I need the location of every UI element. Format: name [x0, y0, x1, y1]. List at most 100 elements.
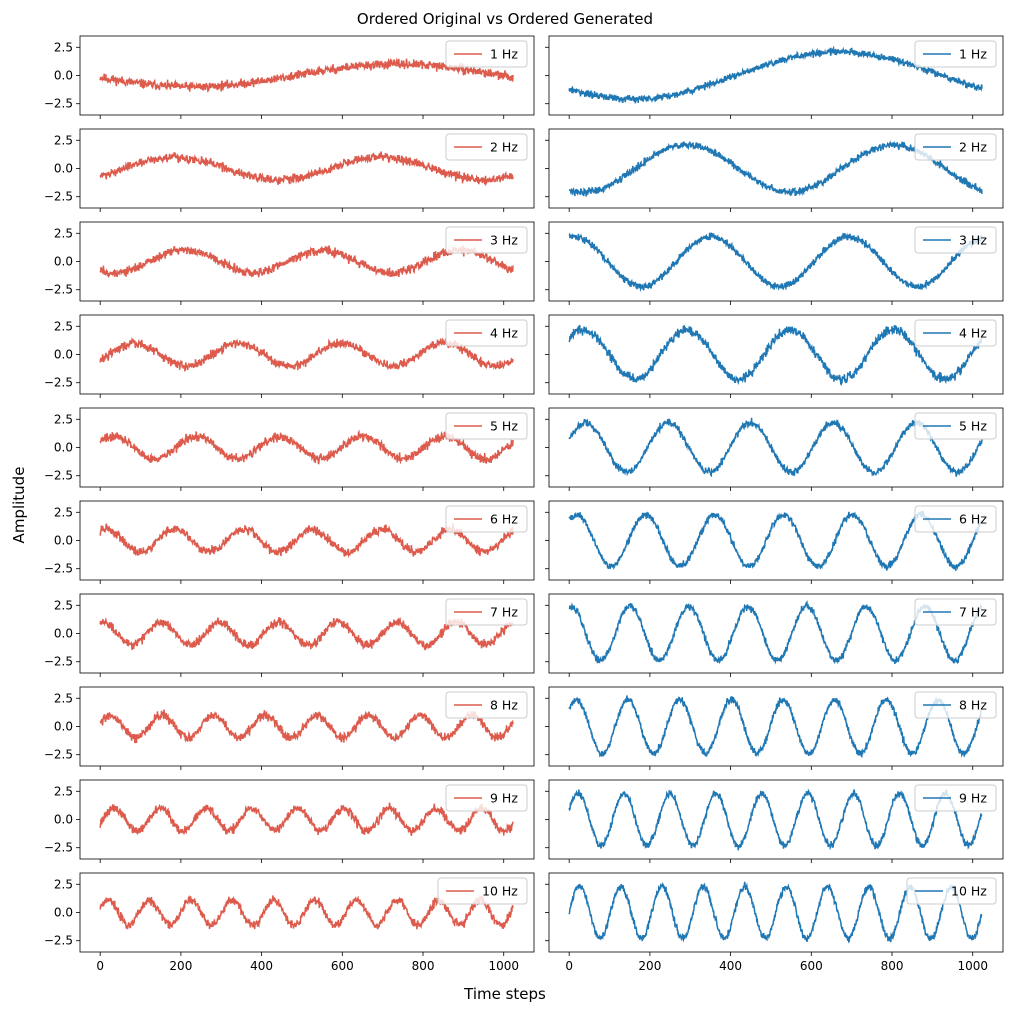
subplot-generated-1: 1 Hz — [545, 35, 1004, 119]
subplot-generated-9: 9 Hz — [545, 779, 1004, 863]
y-tick-label: −2.5 — [44, 97, 73, 111]
x-tick-label: 200 — [638, 959, 661, 973]
legend: 1 Hz — [914, 40, 997, 68]
series-line-generated-6 — [568, 510, 983, 571]
subplot-generated-3: 3 Hz — [545, 221, 1004, 305]
legend: 7 Hz — [445, 598, 528, 626]
series-line-generated-9 — [568, 788, 983, 851]
y-tick-label: 0.0 — [54, 906, 73, 920]
subplot-original-1: 2.5 0.0 −2.5 1 Hz — [44, 35, 535, 119]
legend: 4 Hz — [914, 319, 997, 347]
x-tick-label: 600 — [800, 959, 823, 973]
subplot-original-5: 2.5 0.0 −2.5 5 Hz — [44, 407, 535, 491]
legend-label: 10 Hz — [482, 884, 518, 899]
legend: 10 Hz — [437, 877, 528, 905]
subplot-original-9: 2.5 0.0 −2.5 9 Hz — [44, 779, 535, 863]
series-line-original-9 — [99, 802, 514, 837]
legend: 6 Hz — [445, 505, 528, 533]
y-tick-label: −2.5 — [44, 934, 73, 948]
subplot-generated-4: 4 Hz — [545, 314, 1004, 398]
legend-label: 9 Hz — [959, 791, 987, 806]
y-tick-label: 2.5 — [54, 691, 73, 705]
legend-label: 3 Hz — [490, 233, 518, 248]
y-tick-label: 0.0 — [54, 162, 73, 176]
legend-label: 4 Hz — [490, 326, 518, 341]
legend-label: 4 Hz — [959, 326, 987, 341]
y-tick-label: 2.5 — [54, 40, 73, 54]
y-tick-label: −2.5 — [44, 469, 73, 483]
y-axis-label: Amplitude — [10, 467, 28, 544]
y-tick-label: 0.0 — [54, 441, 73, 455]
subplot-original-8: 2.5 0.0 −2.5 8 Hz — [44, 686, 535, 770]
subplot-generated-10: 0 200 400 600 800 1000 10 Hz — [545, 872, 1004, 973]
series-line-original-6 — [99, 522, 514, 559]
legend: 7 Hz — [914, 598, 997, 626]
series-line-original-1 — [99, 57, 514, 93]
x-tick-label: 200 — [169, 959, 192, 973]
series-line-generated-8 — [568, 695, 983, 759]
y-tick-label: 0.0 — [54, 69, 73, 83]
y-tick-label: −2.5 — [44, 283, 73, 297]
y-tick-label: 0.0 — [54, 255, 73, 269]
x-tick-label: 800 — [881, 959, 904, 973]
x-tick-label: 1000 — [957, 959, 988, 973]
legend-label: 5 Hz — [490, 419, 518, 434]
legend: 5 Hz — [445, 412, 528, 440]
legend-label: 2 Hz — [490, 140, 518, 155]
subplot-generated-6: 6 Hz — [545, 500, 1004, 584]
x-axis-label: Time steps — [463, 985, 546, 1003]
x-tick-label: 600 — [331, 959, 354, 973]
legend: 9 Hz — [445, 784, 528, 812]
subplot-generated-2: 2 Hz — [545, 128, 1004, 212]
y-tick-label: 0.0 — [54, 813, 73, 827]
legend-label: 10 Hz — [951, 884, 987, 899]
legend: 9 Hz — [914, 784, 997, 812]
series-line-original-4 — [99, 337, 514, 372]
series-line-original-3 — [99, 244, 514, 279]
y-tick-label: 2.5 — [54, 226, 73, 240]
legend-label: 9 Hz — [490, 791, 518, 806]
x-tick-label: 400 — [719, 959, 742, 973]
series-line-generated-3 — [568, 232, 983, 292]
y-tick-label: 0.0 — [54, 720, 73, 734]
y-tick-label: 2.5 — [54, 412, 73, 426]
legend-label: 6 Hz — [959, 512, 987, 527]
y-tick-label: −2.5 — [44, 562, 73, 576]
series-line-generated-7 — [568, 600, 983, 665]
x-tick-label: 0 — [565, 959, 573, 973]
series-line-original-2 — [99, 151, 514, 187]
y-tick-label: −2.5 — [44, 655, 73, 669]
subplot-original-7: 2.5 0.0 −2.5 7 Hz — [44, 593, 535, 677]
legend: 3 Hz — [914, 226, 997, 254]
y-tick-label: 2.5 — [54, 505, 73, 519]
series-line-original-5 — [99, 429, 514, 465]
y-tick-label: 0.0 — [54, 348, 73, 362]
y-tick-label: −2.5 — [44, 190, 73, 204]
legend: 1 Hz — [445, 40, 528, 68]
series-line-generated-5 — [568, 417, 983, 478]
subplot-original-10: 2.5 0.0 −2.5 0 200 400 600 800 1000 10 Hz — [44, 872, 535, 973]
y-tick-label: −2.5 — [44, 841, 73, 855]
legend-label: 6 Hz — [490, 512, 518, 527]
legend-label: 7 Hz — [490, 605, 518, 620]
legend: 8 Hz — [914, 691, 997, 719]
y-tick-label: 2.5 — [54, 784, 73, 798]
legend-label: 8 Hz — [959, 698, 987, 713]
y-tick-label: 0.0 — [54, 534, 73, 548]
y-tick-label: 2.5 — [54, 598, 73, 612]
subplot-grid: 2.5 0.0 −2.5 1 Hz 2.5 0.0 −2.5 2 Hz 2.5 0.0 −2.5 3 … — [44, 35, 1004, 973]
y-tick-label: 2.5 — [54, 133, 73, 147]
subplot-generated-8: 8 Hz — [545, 686, 1004, 770]
x-tick-label: 0 — [96, 959, 104, 973]
legend: 2 Hz — [914, 133, 997, 161]
legend: 3 Hz — [445, 226, 528, 254]
series-line-generated-2 — [568, 140, 983, 197]
legend: 10 Hz — [906, 877, 997, 905]
x-tick-label: 1000 — [488, 959, 519, 973]
series-line-generated-1 — [568, 45, 983, 105]
legend-label: 1 Hz — [959, 47, 987, 62]
y-tick-label: −2.5 — [44, 748, 73, 762]
series-line-original-7 — [99, 616, 514, 651]
x-tick-label: 400 — [250, 959, 273, 973]
